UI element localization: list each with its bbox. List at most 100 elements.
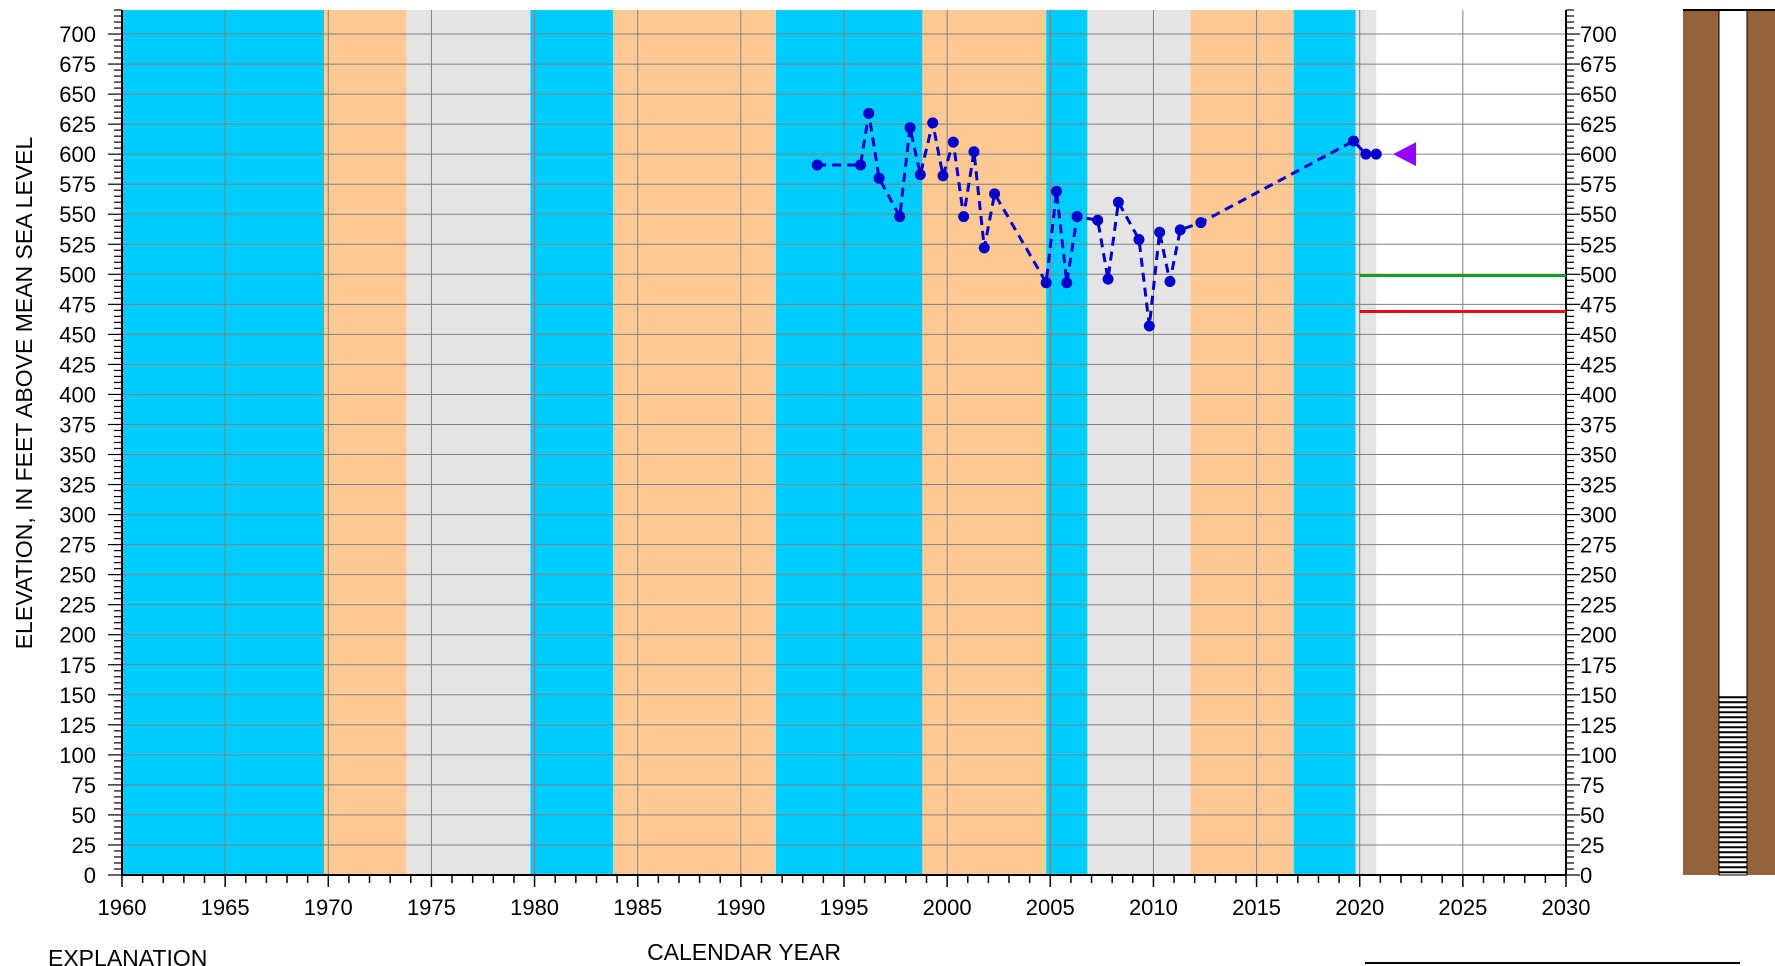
data-point: [1061, 277, 1073, 289]
period-band-5: [775, 10, 923, 875]
y-tick-label-left-3: 75: [72, 773, 96, 798]
y-tick-label-left-2: 50: [72, 803, 96, 828]
y-tick-label-right-27: 675: [1580, 52, 1617, 77]
x-tick-label-2: 1970: [304, 895, 353, 920]
data-point: [1092, 214, 1104, 226]
y-tick-label-right-26: 650: [1580, 82, 1617, 107]
y-tick-label-left-16: 400: [59, 382, 96, 407]
x-tick-label-8: 2000: [923, 895, 972, 920]
x-tick-label-12: 2020: [1335, 895, 1384, 920]
data-point: [904, 122, 916, 134]
y-tick-label-right-2: 50: [1580, 803, 1604, 828]
period-band-10: [1293, 10, 1356, 875]
period-band-1: [324, 10, 407, 875]
y-tick-label-right-19: 475: [1580, 292, 1617, 317]
data-point: [1050, 185, 1062, 197]
y-tick-label-right-3: 75: [1580, 773, 1604, 798]
data-point: [947, 136, 959, 148]
y-tick-label-left-26: 650: [59, 82, 96, 107]
data-point: [1174, 224, 1186, 236]
y-axis-title: ELEVATION, IN FEET ABOVE MEAN SEA LEVEL: [11, 137, 37, 650]
period-band-6: [922, 10, 1047, 875]
y-tick-label-right-16: 400: [1580, 382, 1617, 407]
x-tick-label-13: 2025: [1438, 895, 1487, 920]
data-point: [978, 242, 990, 254]
y-tick-label-left-18: 450: [59, 322, 96, 347]
y-tick-label-right-25: 625: [1580, 112, 1617, 137]
y-tick-label-right-8: 200: [1580, 623, 1617, 648]
y-tick-label-right-9: 225: [1580, 593, 1617, 618]
y-tick-label-right-4: 100: [1580, 743, 1617, 768]
y-tick-label-left-27: 675: [59, 52, 96, 77]
y-tick-label-right-18: 450: [1580, 322, 1617, 347]
reference-lines: [1359, 274, 1566, 314]
data-point: [811, 159, 823, 171]
well-construction-diagram: [1683, 9, 1775, 876]
x-tick-label-9: 2005: [1026, 895, 1075, 920]
water-level-series: [811, 107, 1382, 332]
data-point: [968, 146, 980, 158]
y-tick-label-right-10: 250: [1580, 563, 1617, 588]
y-tick-label-right-14: 350: [1580, 443, 1617, 468]
data-point: [894, 211, 906, 223]
y-tick-label-left-20: 500: [59, 262, 96, 287]
y-tick-label-right-5: 125: [1580, 713, 1617, 738]
data-point: [1370, 148, 1382, 160]
y-tick-label-left-21: 525: [59, 232, 96, 257]
data-point: [1143, 320, 1155, 332]
axes: 0 0 25 25 50 50 75 75 100 100 125 125 150 150 175 175 20…: [59, 9, 1617, 920]
explanation-heading: EXPLANATION: [48, 945, 207, 966]
data-point: [855, 159, 867, 171]
y-tick-label-left-19: 475: [59, 292, 96, 317]
y-tick-label-left-28: 700: [59, 22, 96, 47]
well-bore: [1718, 9, 1748, 876]
period-band-2: [406, 10, 531, 875]
data-point: [873, 172, 885, 184]
data-point: [1360, 148, 1372, 160]
current-level-marker: [1393, 142, 1417, 167]
x-tick-label-7: 1995: [820, 895, 869, 920]
y-tick-label-left-15: 375: [59, 412, 96, 437]
x-tick-label-0: 1960: [98, 895, 147, 920]
y-tick-label-left-12: 300: [59, 503, 96, 528]
y-tick-label-left-25: 625: [59, 112, 96, 137]
y-tick-label-right-23: 575: [1580, 172, 1617, 197]
x-tick-label-1: 1965: [201, 895, 250, 920]
y-tick-label-left-14: 350: [59, 443, 96, 468]
y-tick-label-left-6: 150: [59, 683, 96, 708]
y-tick-label-left-1: 25: [72, 833, 96, 858]
y-tick-label-right-15: 375: [1580, 412, 1617, 437]
y-tick-label-right-6: 150: [1580, 683, 1617, 708]
y-tick-label-right-17: 425: [1580, 352, 1617, 377]
x-tick-label-11: 2015: [1232, 895, 1281, 920]
x-tick-label-14: 2030: [1542, 895, 1591, 920]
x-tick-label-6: 1990: [716, 895, 765, 920]
data-point: [1112, 196, 1124, 208]
y-tick-label-left-22: 550: [59, 202, 96, 227]
y-tick-label-left-7: 175: [59, 653, 96, 678]
y-tick-label-right-22: 550: [1580, 202, 1617, 227]
y-tick-label-right-24: 600: [1580, 142, 1617, 167]
x-axis-title: CALENDAR YEAR: [647, 939, 841, 965]
y-tick-label-left-4: 100: [59, 743, 96, 768]
data-point: [937, 170, 949, 182]
y-tick-label-right-0: 0: [1580, 863, 1592, 888]
y-tick-label-left-5: 125: [59, 713, 96, 738]
y-tick-label-left-24: 600: [59, 142, 96, 167]
x-tick-label-4: 1980: [510, 895, 559, 920]
data-point: [1164, 276, 1176, 288]
y-tick-label-left-17: 425: [59, 352, 96, 377]
y-tick-label-left-23: 575: [59, 172, 96, 197]
data-point: [958, 211, 970, 223]
y-tick-label-left-0: 0: [84, 863, 96, 888]
period-band-9: [1190, 10, 1294, 875]
y-tick-label-right-21: 525: [1580, 232, 1617, 257]
period-band-3: [530, 10, 613, 875]
y-tick-label-right-20: 500: [1580, 262, 1617, 287]
data-point: [1195, 217, 1207, 229]
x-tick-label-3: 1975: [407, 895, 456, 920]
x-tick-label-10: 2010: [1129, 895, 1178, 920]
x-tick-label-5: 1985: [613, 895, 662, 920]
data-point: [863, 107, 875, 119]
